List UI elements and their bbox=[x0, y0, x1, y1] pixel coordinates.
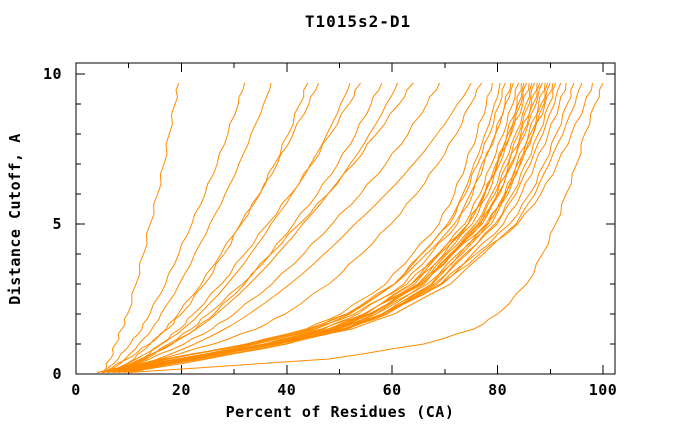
model-curve-02 bbox=[104, 82, 246, 373]
model-curve-11 bbox=[112, 82, 441, 373]
x-tick-label: 20 bbox=[171, 381, 191, 399]
model-curve-04 bbox=[102, 82, 309, 373]
model-curve-10 bbox=[117, 82, 414, 373]
model-curve-07 bbox=[117, 82, 361, 373]
model-curve-39 bbox=[128, 82, 604, 373]
model-curve-34 bbox=[123, 82, 562, 373]
y-tick-label: 0 bbox=[52, 365, 62, 383]
model-curve-03 bbox=[107, 82, 272, 373]
y-tick-label: 5 bbox=[52, 215, 62, 233]
model-curve-32 bbox=[96, 82, 554, 373]
model-curve-05 bbox=[112, 82, 319, 373]
model-curve-14 bbox=[102, 82, 493, 373]
x-tick-label: 60 bbox=[382, 381, 402, 399]
model-curve-38 bbox=[112, 82, 593, 373]
x-axis-label: Percent of Residues (CA) bbox=[225, 403, 455, 421]
model-curve-37 bbox=[102, 82, 583, 373]
model-curve-12 bbox=[118, 82, 472, 373]
y-tick-label: 10 bbox=[42, 65, 62, 83]
x-tick-label: 100 bbox=[588, 381, 618, 399]
model-curve-09 bbox=[107, 82, 398, 373]
x-tick-label: 40 bbox=[277, 381, 297, 399]
x-tick-label: 80 bbox=[488, 381, 508, 399]
x-tick-label: 0 bbox=[71, 381, 81, 399]
plot-title: T1015s2-D1 bbox=[304, 12, 412, 31]
model-curve-21 bbox=[112, 82, 525, 373]
model-curve-01 bbox=[101, 82, 180, 373]
model-curve-13 bbox=[107, 82, 483, 373]
plot-frame bbox=[75, 62, 616, 375]
model-curve-23 bbox=[96, 82, 530, 373]
model-curve-06 bbox=[107, 82, 351, 373]
